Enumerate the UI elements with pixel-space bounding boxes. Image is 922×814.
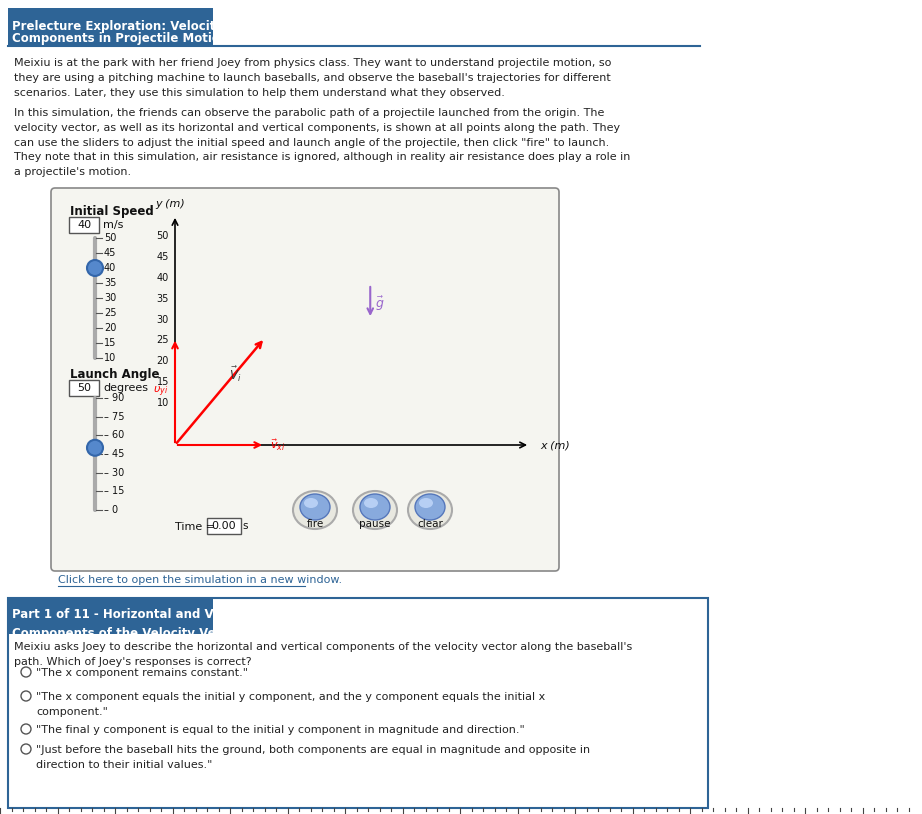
Text: 50: 50 (157, 231, 169, 241)
Ellipse shape (304, 498, 318, 508)
Text: Time =: Time = (175, 522, 215, 532)
Text: Launch Angle: Launch Angle (70, 368, 160, 381)
Text: 30: 30 (104, 293, 116, 303)
Text: 15: 15 (104, 338, 116, 348)
FancyBboxPatch shape (51, 188, 559, 571)
Text: fire: fire (306, 519, 324, 529)
Text: Initial Speed: Initial Speed (70, 205, 154, 218)
Text: 35: 35 (104, 278, 116, 288)
Text: $\upsilon_{yi}$: $\upsilon_{yi}$ (153, 384, 168, 399)
Text: 45: 45 (104, 248, 116, 258)
Ellipse shape (364, 498, 378, 508)
Circle shape (21, 724, 31, 734)
FancyBboxPatch shape (69, 217, 99, 233)
Text: 10: 10 (157, 398, 169, 408)
Text: $\vec{V}_i$: $\vec{V}_i$ (230, 365, 242, 383)
Text: 25: 25 (104, 308, 116, 318)
Text: In this simulation, the friends can observe the parabolic path of a projectile l: In this simulation, the friends can obse… (14, 108, 631, 177)
Text: $\vec{v}_{xi}$: $\vec{v}_{xi}$ (270, 437, 286, 453)
Text: x (m): x (m) (540, 440, 570, 450)
Text: "The x component equals the initial y component, and the y component equals the : "The x component equals the initial y co… (36, 692, 545, 717)
Ellipse shape (419, 498, 433, 508)
FancyBboxPatch shape (69, 380, 99, 396)
Ellipse shape (360, 494, 390, 520)
Text: 45: 45 (157, 252, 169, 262)
Text: Meixiu asks Joey to describe the horizontal and vertical components of the veloc: Meixiu asks Joey to describe the horizon… (14, 642, 632, 667)
FancyBboxPatch shape (8, 598, 213, 634)
Text: 50: 50 (77, 383, 91, 393)
Text: – 0: – 0 (104, 505, 118, 515)
Text: 20: 20 (104, 323, 116, 333)
Text: 20: 20 (157, 357, 169, 366)
Circle shape (87, 260, 103, 276)
Text: 10: 10 (104, 353, 116, 363)
Text: "Just before the baseball hits the ground, both components are equal in magnitud: "Just before the baseball hits the groun… (36, 745, 590, 770)
Circle shape (87, 440, 103, 456)
Text: 40: 40 (157, 273, 169, 282)
Text: 40: 40 (104, 263, 116, 273)
Text: 30: 30 (157, 314, 169, 325)
Text: 0.00: 0.00 (212, 521, 236, 531)
Circle shape (21, 691, 31, 701)
Ellipse shape (353, 491, 397, 529)
Text: Components in Projectile Motion: Components in Projectile Motion (12, 32, 229, 45)
Text: "The final y component is equal to the initial y component in magnitude and dire: "The final y component is equal to the i… (36, 725, 525, 735)
Circle shape (21, 667, 31, 677)
Ellipse shape (415, 494, 445, 520)
Text: 50: 50 (104, 233, 116, 243)
Text: Click here to open the simulation in a new window.: Click here to open the simulation in a n… (58, 575, 342, 585)
Text: Part 1 of 11 - Horizontal and Vertical
Components of the Velocity Vector: Part 1 of 11 - Horizontal and Vertical C… (12, 608, 255, 640)
Text: Prelecture Exploration: Velocity: Prelecture Exploration: Velocity (12, 20, 223, 33)
Text: Meixiu is at the park with her friend Joey from physics class. They want to unde: Meixiu is at the park with her friend Jo… (14, 58, 611, 98)
Circle shape (21, 744, 31, 754)
Text: – 15: – 15 (104, 486, 124, 497)
Ellipse shape (408, 491, 452, 529)
Text: "The x component remains constant.": "The x component remains constant." (36, 668, 248, 678)
Text: – 45: – 45 (104, 449, 124, 459)
Text: – 90: – 90 (104, 393, 124, 403)
Ellipse shape (293, 491, 337, 529)
FancyBboxPatch shape (207, 518, 241, 534)
Text: pause: pause (360, 519, 391, 529)
Text: $\vec{g}$: $\vec{g}$ (375, 295, 384, 313)
Text: 35: 35 (157, 294, 169, 304)
Text: y (m): y (m) (155, 199, 185, 209)
Text: 15: 15 (157, 377, 169, 387)
Text: m/s: m/s (103, 220, 124, 230)
Text: – 30: – 30 (104, 468, 124, 478)
Text: – 75: – 75 (104, 412, 124, 422)
Text: 25: 25 (157, 335, 169, 345)
Text: clear: clear (417, 519, 443, 529)
Ellipse shape (300, 494, 330, 520)
Text: – 60: – 60 (104, 431, 124, 440)
Text: s: s (242, 521, 247, 531)
Text: 40: 40 (77, 220, 91, 230)
FancyBboxPatch shape (8, 8, 213, 46)
Text: degrees: degrees (103, 383, 148, 393)
